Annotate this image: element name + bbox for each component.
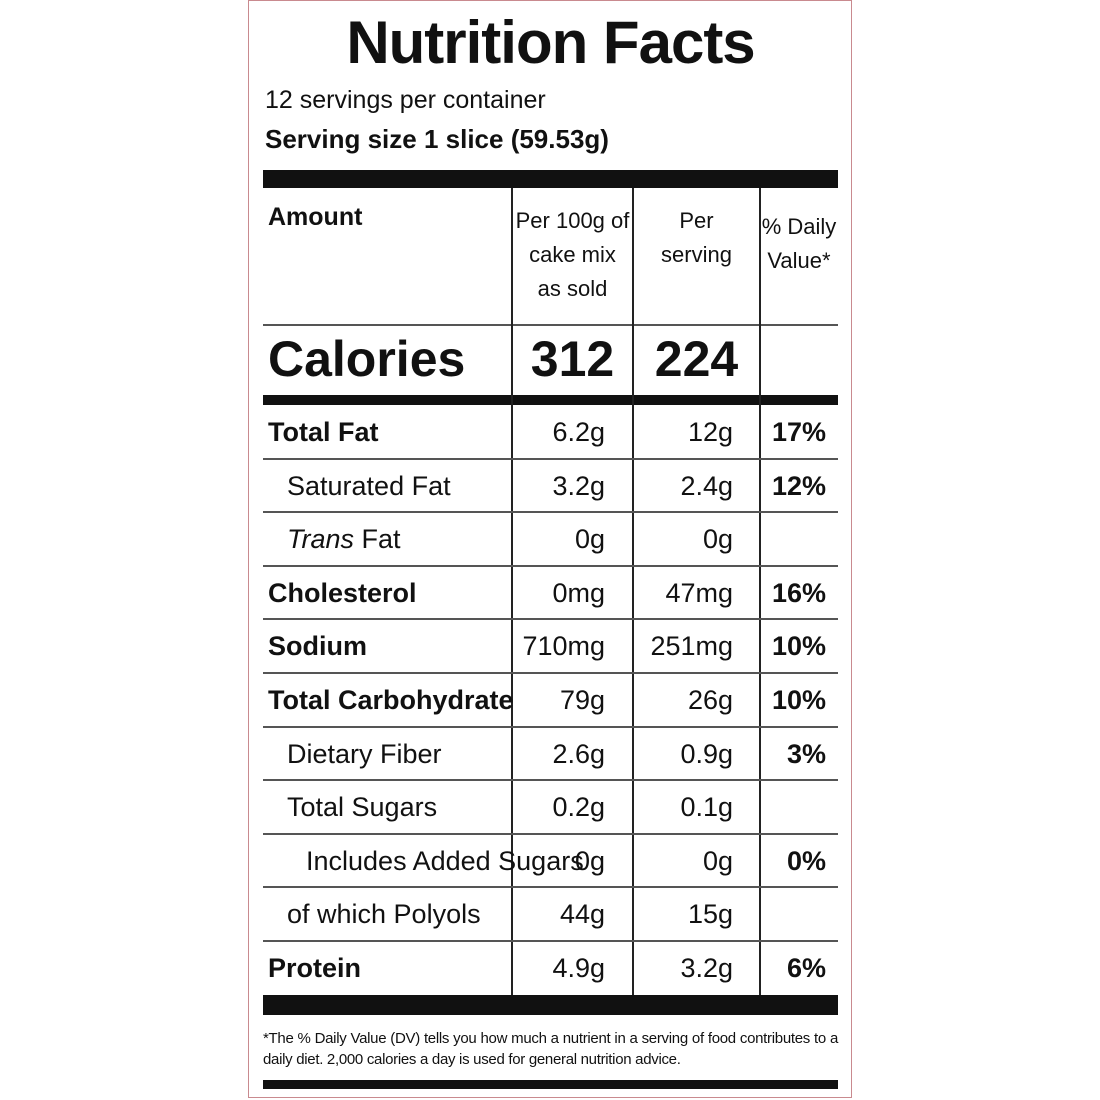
calories-value: 224 [654, 331, 739, 387]
value-per-100g: 2.6g [552, 738, 605, 769]
daily-value: 16% [771, 577, 826, 608]
rule [263, 324, 838, 326]
daily-value: 12% [771, 470, 826, 501]
daily-value: 0% [786, 845, 826, 876]
nutrient-label: of which Polyols [287, 899, 481, 930]
value-per-100g: 4.9g [552, 953, 605, 983]
column-header: Amount [268, 203, 363, 231]
header-line: % Daily [761, 214, 837, 239]
value-per-100g: 0.2g [552, 792, 605, 823]
value-per-serving: 12g [687, 417, 733, 447]
row-rule [263, 672, 838, 674]
thick-rule [263, 395, 838, 405]
value-per-100g: 6.2g [552, 417, 605, 447]
nutrient-label: Sodium [268, 631, 367, 662]
calories-label: Calories [268, 331, 466, 387]
column-rule [511, 188, 513, 995]
label-border [248, 0, 852, 1098]
row-rule [263, 940, 838, 942]
column-rule [759, 188, 761, 995]
row-rule [263, 511, 838, 514]
nutrient-label: Saturated Fat [287, 470, 451, 501]
header-line: cake mix [529, 242, 616, 267]
value-per-100g: 0g [574, 845, 605, 876]
value-per-100g: 710mg [522, 631, 605, 662]
nutrient-label: Total Carbohydrate [268, 685, 514, 715]
bottom-bar [263, 1080, 838, 1089]
daily-value: 3% [786, 738, 826, 769]
value-per-serving: 0g [702, 524, 733, 555]
value-per-100g: 44g [559, 899, 605, 930]
serving-size: Serving size 1 slice (59.53g) [265, 124, 609, 154]
column-header: Per 100g of cake mix as sold [512, 204, 633, 306]
daily-value: 17% [771, 417, 826, 447]
calories-value: 312 [530, 331, 615, 387]
value-per-100g: 79g [559, 685, 605, 715]
thick-bar [263, 170, 838, 188]
row-rule [263, 564, 838, 567]
title: Nutrition Facts [346, 9, 755, 76]
servings: 12 servings per container [265, 86, 546, 114]
header-line: Per [679, 208, 714, 233]
value-per-serving: 26g [687, 685, 733, 715]
column-header: Per serving [633, 204, 760, 272]
daily-value: 6% [786, 953, 826, 983]
daily-value: 10% [771, 631, 826, 662]
value-per-100g: 3.2g [552, 470, 605, 501]
header-line: serving [661, 242, 732, 267]
nutrient-label: Dietary Fiber [287, 738, 442, 769]
row-rule [263, 618, 838, 621]
daily-value: 10% [771, 685, 826, 715]
value-per-serving: 3.2g [680, 953, 733, 983]
nutrient-label-italic: Trans [287, 524, 355, 555]
value-per-serving: 0.9g [680, 738, 733, 769]
value-per-serving: 15g [687, 899, 733, 930]
nutrient-label-text: Fat [361, 524, 401, 555]
column-header: % Daily Value* [760, 210, 838, 278]
header-line: Value* [767, 248, 831, 273]
column-rule [632, 188, 634, 995]
nutrient-label: Trans Fat [287, 512, 401, 566]
value-per-serving: 2.4g [680, 470, 733, 501]
value-per-100g: 0mg [552, 577, 605, 608]
nutrient-label: Total Sugars [287, 792, 438, 823]
nutrient-label: Total Fat [268, 417, 379, 447]
row-rule [263, 725, 838, 728]
value-per-100g: 0g [574, 524, 605, 555]
nutrient-label: Protein [268, 953, 362, 983]
footnote: *The % Daily Value (DV) tells you how mu… [263, 1030, 838, 1068]
header-line: as sold [537, 276, 608, 301]
thick-bar [263, 995, 838, 1015]
nutrient-label: Includes Added Sugars [306, 845, 584, 876]
value-per-serving: 0g [702, 845, 733, 876]
value-per-serving: 0.1g [680, 792, 733, 823]
value-per-serving: 251mg [650, 631, 733, 662]
nutrient-label: Cholesterol [268, 577, 417, 608]
row-rule [263, 886, 838, 889]
value-per-serving: 47mg [665, 577, 733, 608]
row-rule [263, 457, 838, 460]
row-rule [263, 779, 838, 782]
row-rule [263, 832, 838, 835]
header-line: Per 100g of [515, 208, 630, 233]
